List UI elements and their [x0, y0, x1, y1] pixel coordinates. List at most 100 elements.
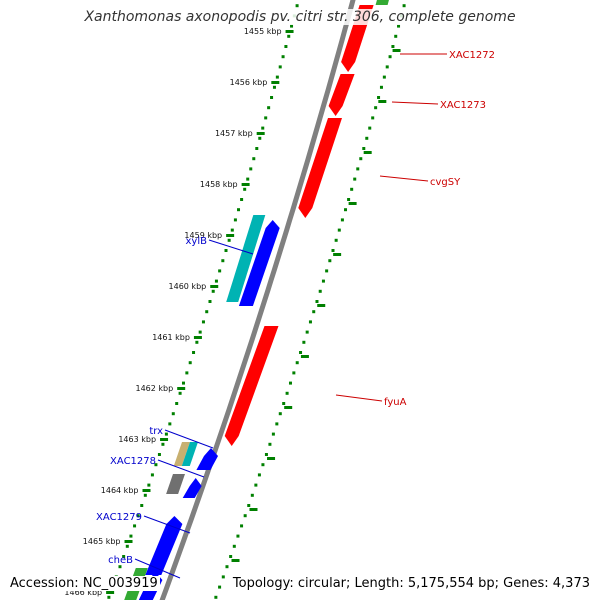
major-tick	[256, 132, 265, 135]
ring-dot	[143, 493, 147, 497]
major-tick	[160, 438, 169, 441]
ring-dot	[140, 504, 144, 507]
ring-dot	[249, 167, 253, 171]
ring-dot	[368, 126, 372, 130]
gene-green-top	[375, 0, 389, 5]
topology-summary: Topology: circular; Length: 5,175,554 bp…	[230, 576, 592, 591]
ring-dot	[281, 55, 285, 59]
ring-dot	[275, 422, 279, 426]
ring-dot	[218, 269, 222, 273]
ring-dot	[157, 453, 161, 456]
ring-dot	[205, 310, 209, 314]
leader-line	[143, 515, 191, 534]
ring-dot	[347, 198, 351, 201]
tick-label: 1464 kbp	[101, 486, 139, 495]
ring-dot	[236, 534, 240, 538]
ring-dot	[171, 412, 175, 416]
ring-dot	[270, 96, 274, 99]
ring-dot	[397, 24, 401, 28]
ring-dot	[261, 463, 265, 467]
ring-dot	[275, 75, 279, 79]
ring-dot	[175, 402, 179, 405]
tick-labels: 1455 kbp 1456 kbp 1457 kbp 1458 kbp 1459 kbp…	[64, 27, 281, 597]
major-tick	[333, 253, 342, 256]
ring-dot	[232, 544, 236, 548]
tick-label: 1456 kbp	[230, 78, 268, 87]
ring-dot	[229, 555, 233, 558]
ring-dot	[264, 453, 268, 456]
major-tick	[348, 202, 357, 205]
ring-dot	[243, 514, 247, 518]
gene-reverse-a	[238, 220, 280, 306]
ring-dot	[290, 24, 294, 28]
ring-dot	[264, 116, 268, 120]
gene-label: xylB	[186, 236, 208, 247]
ring-dot	[181, 381, 185, 385]
ring-dot	[271, 432, 275, 436]
gene-label: XAC1278	[110, 456, 156, 467]
ring-dot	[278, 412, 282, 416]
gene-label: cheB	[108, 555, 133, 566]
tick-label: 1462 kbp	[135, 384, 173, 393]
leader-line	[134, 558, 181, 579]
ring-dot	[230, 228, 234, 232]
ring-dot	[302, 340, 306, 344]
gene-labels: XAC1272 XAC1273 cvgSY fyuA xylB trx XAC1278 XAC…	[96, 50, 495, 579]
ring-dot	[221, 259, 225, 263]
ring-dot	[340, 218, 344, 222]
ring-dot	[321, 279, 325, 283]
ring-dot	[164, 432, 168, 436]
ring-dot	[150, 473, 154, 477]
ring-dot	[168, 422, 172, 426]
accession-text: Accession: NC_003919	[8, 576, 160, 591]
ring-dot	[250, 493, 254, 497]
ring-dot	[122, 555, 126, 558]
ring-dot	[312, 310, 316, 314]
genome-backbone	[159, 0, 356, 600]
ring-dot	[240, 198, 244, 201]
ring-dot	[287, 34, 291, 38]
ring-dot	[374, 106, 378, 110]
ring-dot	[233, 218, 237, 222]
outer-tick-ring	[106, 4, 299, 599]
ring-dot	[379, 85, 383, 89]
ring-dot	[315, 300, 319, 303]
ring-dot	[362, 147, 366, 150]
major-tick	[231, 559, 240, 562]
ring-dot	[328, 259, 332, 263]
major-tick	[210, 285, 219, 288]
ring-dot	[221, 575, 225, 579]
major-tick	[363, 151, 372, 154]
major-tick	[249, 508, 258, 511]
gene-trx-b	[181, 442, 198, 466]
ring-dot	[284, 45, 288, 48]
ring-dot	[292, 371, 296, 375]
ring-dot	[261, 126, 265, 130]
ring-dot	[214, 279, 218, 283]
ring-dot	[129, 534, 133, 538]
gene-label: XAC1279	[96, 512, 142, 523]
leader-line	[164, 429, 214, 449]
ring-dot	[295, 4, 299, 8]
ring-dot	[334, 238, 338, 242]
ring-dot	[285, 391, 289, 395]
ring-dot	[365, 136, 369, 140]
ring-dot	[255, 147, 259, 150]
gene-reverse-b	[196, 448, 218, 470]
ring-dot	[218, 585, 222, 589]
tick-label: 1465 kbp	[83, 537, 121, 546]
major-tick	[142, 489, 151, 492]
major-tick	[317, 304, 326, 307]
ring-dot	[154, 463, 158, 467]
ring-dot	[208, 300, 212, 303]
ring-dot	[247, 504, 251, 507]
ring-dot	[388, 55, 392, 59]
ring-dot	[243, 187, 247, 191]
gene-label: XAC1272	[449, 50, 495, 61]
gene-xac1273	[328, 74, 355, 116]
tick-label: 1458 kbp	[200, 180, 238, 189]
ring-dot	[385, 65, 389, 69]
gene-xac1278	[166, 474, 185, 494]
map-title: Xanthomonas axonopodis pv. citri str. 30…	[0, 9, 600, 25]
gene-label: trx	[149, 426, 163, 437]
